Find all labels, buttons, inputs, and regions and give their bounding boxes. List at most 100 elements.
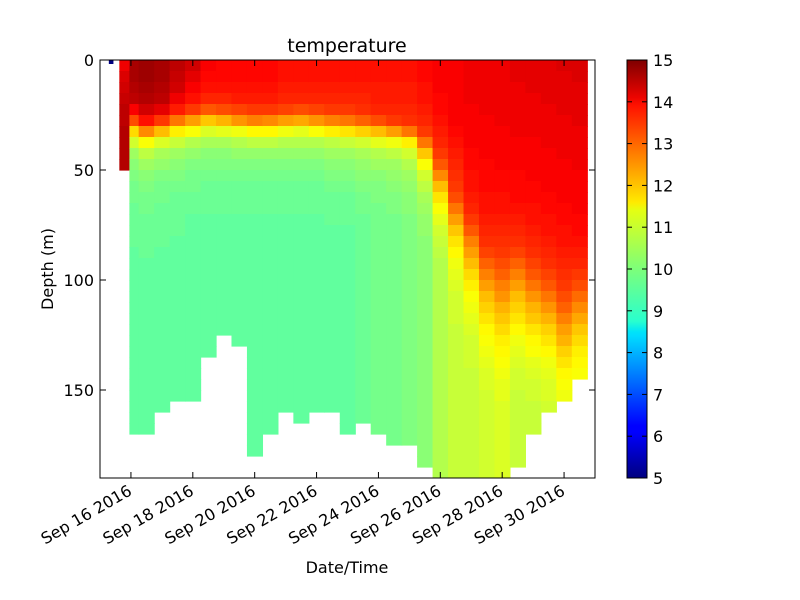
heatmap-cell	[556, 82, 573, 94]
heatmap-cell	[138, 291, 155, 303]
heatmap-cell	[448, 137, 465, 149]
heatmap-cell	[525, 214, 542, 226]
heatmap-cell	[277, 181, 294, 193]
heatmap-cell	[432, 401, 449, 413]
heatmap-cell	[200, 159, 217, 171]
heatmap-cell	[293, 247, 310, 259]
heatmap-cell	[494, 247, 511, 259]
heatmap-cell	[324, 170, 341, 182]
heatmap-cell	[200, 247, 217, 259]
heatmap-cell	[370, 104, 387, 116]
heatmap-cell	[138, 115, 155, 127]
heatmap-cell	[525, 291, 542, 303]
heatmap-cell	[432, 258, 449, 270]
heatmap-cell	[355, 247, 372, 259]
heatmap-cell	[129, 115, 140, 127]
heatmap-cell	[154, 313, 171, 325]
heatmap-cell	[308, 181, 325, 193]
heatmap-cell	[138, 302, 155, 314]
heatmap-cell	[509, 93, 526, 105]
heatmap-cell	[370, 335, 387, 347]
heatmap-cell	[432, 368, 449, 380]
heatmap-cell	[417, 247, 434, 259]
heatmap-cell	[262, 379, 279, 391]
heatmap-cell	[417, 401, 434, 413]
heatmap-cell	[293, 115, 310, 127]
heatmap-cell	[417, 203, 434, 215]
heatmap-cell	[339, 137, 356, 149]
heatmap-cell	[339, 148, 356, 160]
heatmap-cell	[478, 104, 496, 116]
heatmap-cell	[108, 60, 114, 64]
heatmap-cell	[571, 324, 588, 336]
heatmap-cell	[246, 390, 264, 402]
heatmap-cell	[417, 346, 434, 358]
heatmap-cell	[169, 115, 186, 127]
heatmap-cell	[417, 137, 434, 149]
heatmap-cell	[448, 357, 465, 369]
heatmap-cell	[417, 60, 434, 72]
heatmap-cell	[525, 412, 542, 424]
heatmap-cell	[262, 313, 279, 325]
heatmap-cell	[525, 379, 542, 391]
heatmap-cell	[556, 390, 573, 402]
heatmap-cell	[525, 247, 542, 259]
heatmap-cell	[509, 214, 526, 226]
heatmap-cell	[262, 170, 279, 182]
heatmap-cell	[540, 159, 557, 171]
heatmap-cell	[308, 357, 325, 369]
heatmap-cell	[432, 159, 449, 171]
heatmap-cell	[154, 247, 171, 259]
heatmap-cell	[478, 368, 496, 380]
heatmap-cell	[154, 280, 171, 292]
heatmap-cell	[556, 71, 573, 83]
heatmap-cell	[129, 159, 140, 171]
heatmap-cell	[370, 423, 387, 435]
heatmap-cell	[463, 82, 480, 94]
heatmap-cell	[246, 324, 264, 336]
heatmap-cell	[277, 225, 294, 237]
heatmap-cell	[246, 269, 264, 281]
heatmap-cell	[478, 247, 496, 259]
heatmap-cell	[246, 379, 264, 391]
heatmap-cell	[308, 137, 325, 149]
heatmap-cell	[478, 137, 496, 149]
heatmap-cell	[324, 236, 341, 248]
heatmap-cell	[324, 126, 341, 138]
heatmap-cell	[386, 423, 403, 435]
heatmap-cell	[119, 115, 130, 127]
heatmap-cell	[308, 71, 325, 83]
heatmap-cell	[154, 291, 171, 303]
heatmap-cell	[386, 269, 403, 281]
heatmap-cell	[355, 357, 372, 369]
heatmap-cell	[324, 313, 341, 325]
heatmap-cell	[463, 423, 480, 435]
heatmap-cell	[556, 368, 573, 380]
heatmap-cell	[339, 225, 356, 237]
heatmap-cell	[324, 291, 341, 303]
heatmap-cell	[324, 390, 341, 402]
heatmap-cell	[417, 324, 434, 336]
heatmap-cell	[216, 280, 233, 292]
heatmap-cell	[293, 126, 310, 138]
heatmap-cell	[494, 401, 511, 413]
heatmap-cell	[571, 225, 588, 237]
heatmap-cell	[262, 335, 279, 347]
heatmap-cell	[494, 269, 511, 281]
heatmap-cell	[525, 148, 542, 160]
heatmap-cell	[386, 357, 403, 369]
heatmap-cell	[494, 159, 511, 171]
heatmap-cell	[293, 71, 310, 83]
heatmap-cell	[417, 148, 434, 160]
heatmap-cell	[246, 258, 264, 270]
heatmap-cell	[246, 236, 264, 248]
heatmap-cell	[246, 148, 264, 160]
heatmap-cell	[540, 302, 557, 314]
heatmap-cell	[339, 346, 356, 358]
heatmap-cell	[200, 181, 217, 193]
heatmap-cell	[386, 302, 403, 314]
heatmap-cell	[556, 170, 573, 182]
heatmap-cell	[370, 269, 387, 281]
heatmap-cell	[154, 137, 171, 149]
heatmap-cell	[355, 214, 372, 226]
